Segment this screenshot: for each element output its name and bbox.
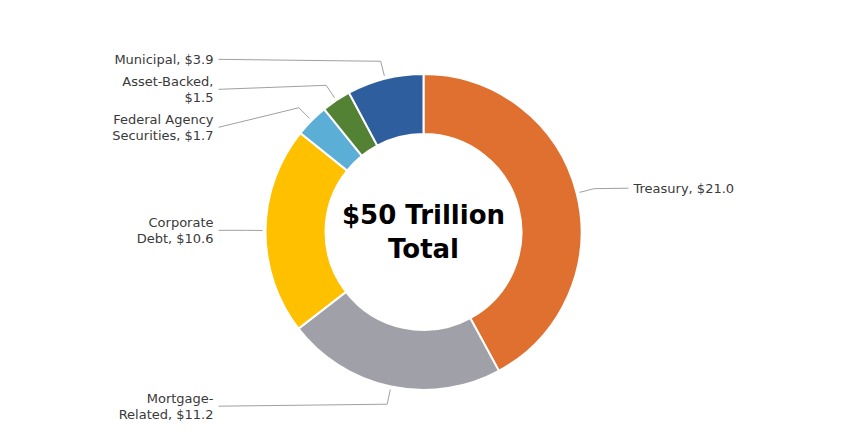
data-label: Municipal, $3.9	[114, 52, 213, 67]
chart-container: $50 Trillion Total Treasury, $21.0 Mortgage…	[0, 0, 847, 447]
center-text: Total	[388, 234, 459, 264]
center-text: $50 Trillion	[342, 200, 505, 230]
chart: $50 Trillion Total Treasury, $21.0 Mortgage…	[0, 0, 847, 447]
data-label: Federal AgencySecurities, $1.7	[112, 112, 214, 143]
leader-line	[219, 230, 263, 231]
leader-line	[219, 85, 335, 98]
data-label: Treasury, $21.0	[633, 181, 735, 196]
data-labels: Treasury, $21.0 Mortgage-Related, $11.2 Co…	[112, 52, 734, 422]
wedges	[266, 74, 582, 390]
data-label: CorporateDebt, $10.6	[137, 215, 214, 246]
leader-line	[580, 188, 629, 192]
wedge	[266, 133, 348, 329]
data-label: Asset-Backed,$1.5	[122, 74, 213, 105]
wedge	[349, 74, 424, 146]
leader-line	[219, 390, 391, 407]
leader-line	[219, 108, 310, 128]
data-label: Mortgage-Related, $11.2	[119, 391, 214, 422]
leader-line	[219, 59, 385, 75]
